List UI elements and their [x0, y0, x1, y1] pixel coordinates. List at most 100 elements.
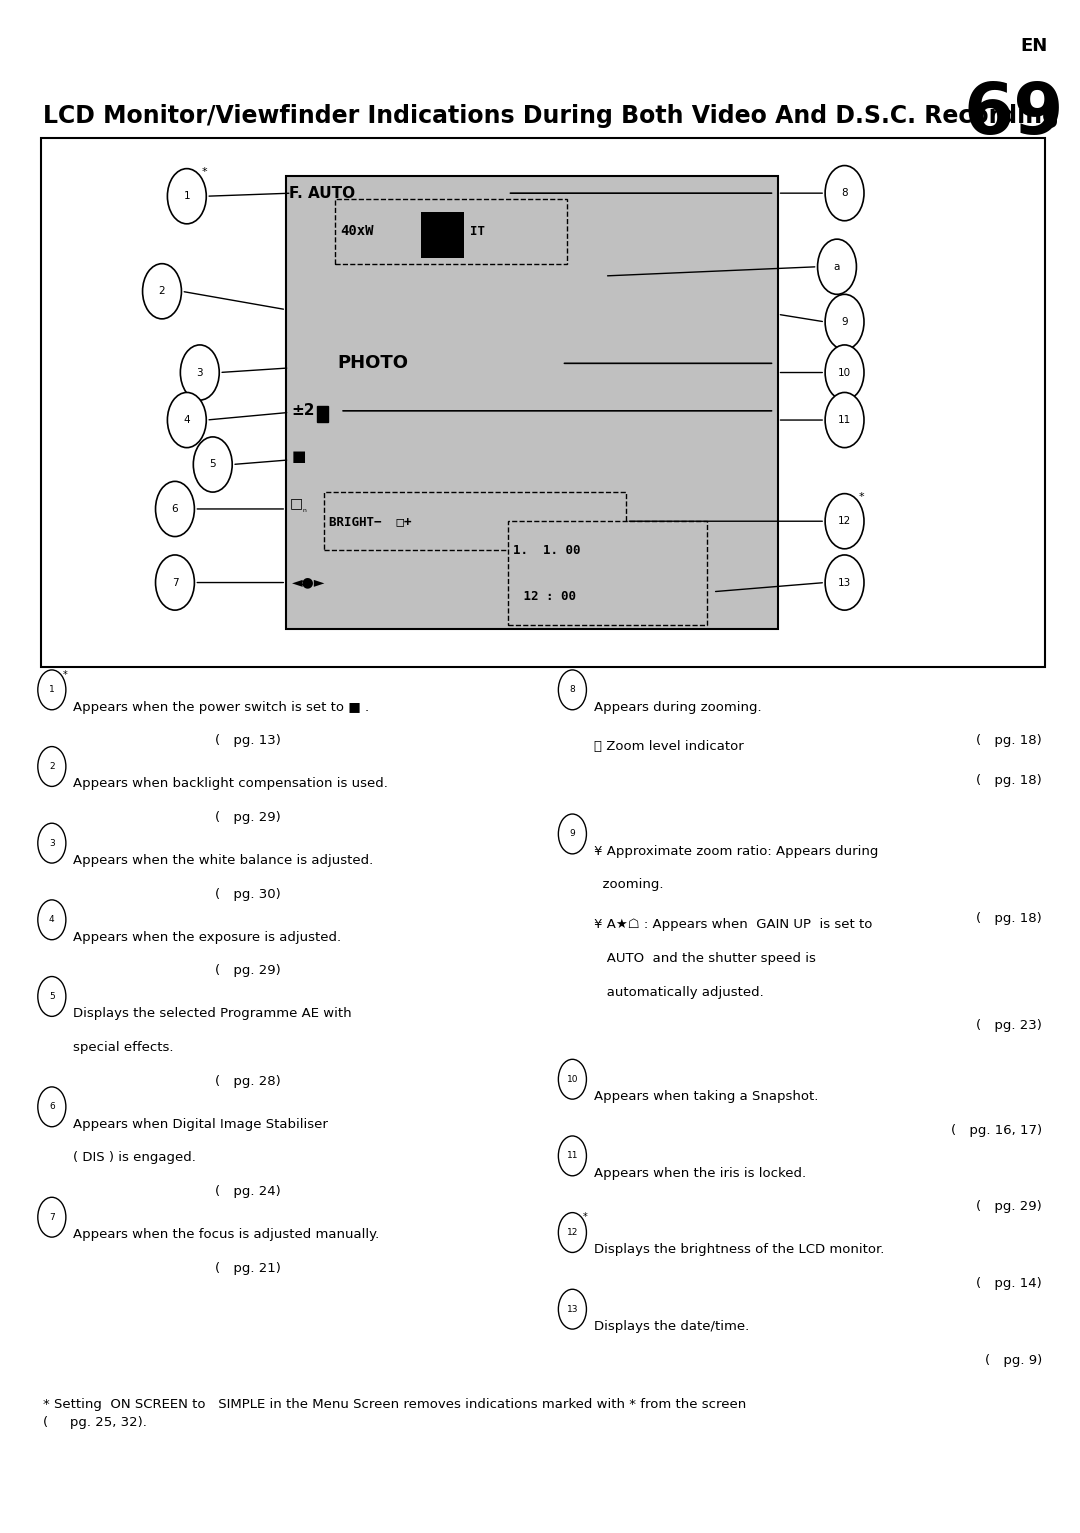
Text: 4: 4	[49, 915, 55, 924]
Text: ( pg. 14): ( pg. 14)	[976, 1277, 1042, 1289]
Text: ■: ■	[292, 449, 306, 464]
Text: 8: 8	[569, 685, 576, 694]
Text: ( pg. 29): ( pg. 29)	[976, 1200, 1042, 1213]
Text: Appears when backlight compensation is used.: Appears when backlight compensation is u…	[73, 777, 389, 789]
Text: Appears when the exposure is adjusted.: Appears when the exposure is adjusted.	[73, 931, 341, 943]
Text: Displays the date/time.: Displays the date/time.	[594, 1320, 750, 1332]
Text: automatically adjusted.: automatically adjusted.	[594, 986, 764, 998]
Circle shape	[156, 481, 194, 537]
Bar	[286, 176, 778, 629]
Text: 7: 7	[172, 578, 178, 587]
Text: *: *	[583, 1213, 588, 1222]
Circle shape	[825, 294, 864, 350]
Text: Displays the selected Programme AE with: Displays the selected Programme AE with	[73, 1007, 352, 1019]
Circle shape	[38, 823, 66, 863]
Text: ( pg. 21): ( pg. 21)	[215, 1262, 281, 1274]
Circle shape	[38, 1197, 66, 1237]
Text: 1: 1	[184, 192, 190, 201]
Circle shape	[558, 814, 586, 854]
Text: ( pg. 9): ( pg. 9)	[985, 1354, 1042, 1366]
Circle shape	[825, 166, 864, 221]
Text: 12: 12	[838, 517, 851, 526]
Text: 11: 11	[567, 1151, 578, 1160]
Text: 9: 9	[569, 829, 576, 839]
Text: 5: 5	[210, 460, 216, 469]
Text: 7: 7	[49, 1213, 55, 1222]
Text: ( pg. 28): ( pg. 28)	[215, 1075, 281, 1087]
Bar	[421, 212, 464, 258]
Circle shape	[825, 392, 864, 448]
Text: special effects.: special effects.	[73, 1041, 174, 1053]
Text: Appears when taking a Snapshot.: Appears when taking a Snapshot.	[594, 1090, 819, 1102]
Text: PHOTO: PHOTO	[337, 354, 408, 373]
Circle shape	[38, 670, 66, 710]
Text: *: *	[201, 167, 207, 176]
Text: □: □	[289, 495, 302, 510]
Text: ( pg. 18): ( pg. 18)	[976, 912, 1042, 924]
Circle shape	[558, 1059, 586, 1099]
Text: Appears when the focus is adjusted manually.: Appears when the focus is adjusted manua…	[73, 1228, 380, 1240]
Text: ₙ: ₙ	[302, 504, 307, 514]
Text: 10: 10	[567, 1075, 578, 1084]
Text: ( pg. 29): ( pg. 29)	[215, 811, 281, 823]
Text: ◄●►: ◄●►	[292, 575, 325, 590]
Text: 2: 2	[159, 287, 165, 296]
Text: 40xW: 40xW	[340, 224, 374, 239]
Circle shape	[558, 670, 586, 710]
FancyBboxPatch shape	[324, 492, 626, 550]
Text: 6: 6	[172, 504, 178, 514]
Text: Ⓐ Zoom level indicator: Ⓐ Zoom level indicator	[594, 740, 744, 753]
Text: 10: 10	[838, 368, 851, 377]
Text: 13: 13	[567, 1305, 578, 1314]
Text: EN: EN	[1021, 37, 1048, 55]
Text: 1: 1	[49, 685, 55, 694]
Circle shape	[180, 345, 219, 400]
Text: 13: 13	[838, 578, 851, 587]
Text: 1.  1. 00: 1. 1. 00	[513, 544, 581, 556]
Text: AUTO  and the shutter speed is: AUTO and the shutter speed is	[594, 952, 815, 964]
Text: 11: 11	[838, 415, 851, 425]
Text: LCD Monitor/Viewfinder Indications During Both Video And D.S.C. Recording: LCD Monitor/Viewfinder Indications Durin…	[43, 104, 1059, 129]
Text: F. AUTO: F. AUTO	[289, 185, 355, 201]
Text: ±2: ±2	[292, 403, 315, 419]
Circle shape	[167, 392, 206, 448]
Text: IT: IT	[470, 225, 485, 238]
Text: 5: 5	[49, 992, 55, 1001]
Text: ( pg. 24): ( pg. 24)	[215, 1185, 281, 1197]
Circle shape	[167, 169, 206, 224]
FancyBboxPatch shape	[41, 138, 1045, 667]
Text: Appears when the iris is locked.: Appears when the iris is locked.	[594, 1167, 806, 1179]
Text: ( pg. 23): ( pg. 23)	[976, 1019, 1042, 1032]
Text: L: L	[319, 408, 326, 420]
Text: 4: 4	[184, 415, 190, 425]
Text: ( pg. 29): ( pg. 29)	[215, 964, 281, 977]
Text: 9: 9	[841, 317, 848, 327]
Text: BRIGHT−  □+: BRIGHT− □+	[329, 515, 411, 527]
Text: 12: 12	[567, 1228, 578, 1237]
Text: Displays the brightness of the LCD monitor.: Displays the brightness of the LCD monit…	[594, 1243, 885, 1256]
Circle shape	[825, 494, 864, 549]
Text: Appears when Digital Image Stabiliser: Appears when Digital Image Stabiliser	[73, 1118, 328, 1130]
Text: a: a	[834, 262, 840, 271]
Circle shape	[818, 239, 856, 294]
Circle shape	[558, 1289, 586, 1329]
Text: ¥ A★☖ : Appears when  GAIN UP  is set to: ¥ A★☖ : Appears when GAIN UP is set to	[594, 918, 873, 931]
Text: ( DIS ) is engaged.: ( DIS ) is engaged.	[73, 1151, 197, 1164]
Text: zooming.: zooming.	[594, 878, 663, 891]
Text: 2: 2	[49, 762, 55, 771]
Text: Appears during zooming.: Appears during zooming.	[594, 701, 761, 713]
Text: *: *	[63, 670, 67, 679]
Circle shape	[193, 437, 232, 492]
Text: ( pg. 13): ( pg. 13)	[215, 734, 281, 747]
Text: 3: 3	[49, 839, 55, 848]
Circle shape	[38, 900, 66, 940]
Text: 12 : 00: 12 : 00	[516, 590, 577, 602]
Text: 3: 3	[197, 368, 203, 377]
Circle shape	[825, 555, 864, 610]
Text: *: *	[859, 492, 865, 501]
Circle shape	[38, 1087, 66, 1127]
Text: Appears when the power switch is set to ■ .: Appears when the power switch is set to …	[73, 701, 369, 713]
Circle shape	[558, 1136, 586, 1176]
Text: ( pg. 30): ( pg. 30)	[215, 888, 281, 900]
Text: ( pg. 18): ( pg. 18)	[976, 734, 1042, 747]
